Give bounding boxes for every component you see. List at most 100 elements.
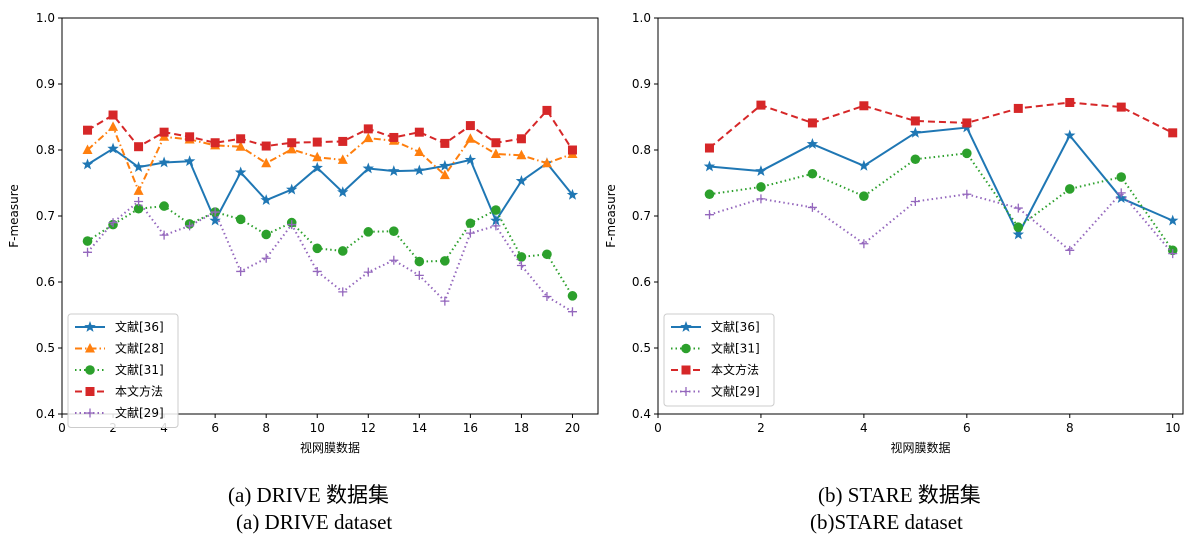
data-point [755,165,767,176]
legend-marker-0 [84,321,96,332]
y-axis-label: F-measure [7,184,21,248]
data-point [1168,249,1178,259]
data-point [388,165,400,176]
data-point [465,218,476,229]
legend-marker-3 [681,387,691,396]
data-point [312,266,322,276]
data-point [337,154,348,164]
data-point [287,220,297,230]
data-point [235,141,246,151]
data-point [440,256,450,266]
x-tick-label: 20 [565,421,580,435]
data-point [516,134,526,144]
data-point [704,189,715,200]
data-point [1168,128,1178,138]
data-point [859,101,869,111]
y-tick-label: 0.5 [36,341,55,355]
data-point [261,229,271,240]
y-tick-label: 0.4 [632,407,651,421]
data-point [465,228,475,238]
y-axis-label: F-measure [604,184,618,248]
caption-a-english: (a) DRIVE dataset [236,510,393,534]
data-point [132,161,145,173]
data-point [363,132,374,143]
legend-marker-2 [85,365,95,375]
y-tick-label: 0.4 [36,407,55,421]
legend-marker-1 [85,343,95,353]
data-point [185,221,195,231]
x-tick-label: 6 [963,421,971,435]
y-tick-label: 1.0 [36,11,55,25]
chart-panel-a: 024681012141618200.40.50.60.70.80.91.0视网… [7,11,599,455]
data-point [756,182,766,192]
data-point [414,127,424,137]
data-point [159,230,169,240]
y-tick-label: 0.7 [632,209,651,223]
data-point [962,148,972,159]
legend-label-3: 文献[29] [711,384,760,399]
data-point [337,246,348,256]
series-line-1 [86,125,573,192]
y-tick-label: 0.9 [36,77,55,91]
data-point [491,205,501,215]
data-point [566,188,579,200]
x-tick-label: 14 [412,421,427,435]
legend-box [67,313,179,428]
data-point [909,126,922,138]
x-tick-label: 2 [757,421,765,435]
data-point [83,247,93,257]
data-point [108,110,118,120]
data-point [108,218,118,228]
data-point [859,239,869,249]
data-point [1065,245,1075,255]
legend-marker-0 [680,321,692,332]
data-point [439,169,450,180]
data-point [363,227,374,237]
data-point [567,145,577,155]
y-tick-label: 0.9 [632,77,651,91]
data-point [858,159,870,171]
data-point [1013,203,1023,213]
legend-marker-2 [681,365,691,375]
y-tick-label: 0.5 [632,341,651,355]
data-point [1116,172,1127,182]
data-point [311,161,323,173]
data-point [439,159,451,171]
series-line-2 [708,101,1174,149]
data-point [910,116,920,126]
data-point [362,162,374,174]
data-point [81,158,94,170]
y-tick-label: 1.0 [632,11,651,25]
legend-label-3: 本文方法 [115,384,163,399]
y-tick-label: 0.8 [36,143,55,157]
data-point [541,157,552,168]
data-point [337,186,349,198]
legend-marker-3 [85,387,95,396]
y-tick-label: 0.6 [36,275,55,289]
data-point [363,124,373,134]
data-point [807,118,817,128]
x-tick-label: 0 [654,421,662,435]
data-point [312,137,322,147]
data-point [962,189,972,199]
data-point [1116,102,1126,112]
data-point [465,121,475,131]
caption-b-chinese: (b) STARE 数据集 [818,483,981,507]
data-point [491,138,501,148]
data-point [338,136,348,146]
data-point [133,203,144,214]
data-point [515,175,528,186]
y-tick-label: 0.8 [632,143,651,157]
legend-label-0: 文献[36] [115,319,164,334]
data-point [414,270,424,280]
data-point [210,207,220,217]
series-line-3 [709,191,1174,255]
data-point [234,166,247,178]
legend-label-1: 文献[31] [711,341,760,356]
data-point [134,196,144,206]
legend-box [663,313,775,407]
data-point [806,138,819,149]
data-point [82,144,93,154]
